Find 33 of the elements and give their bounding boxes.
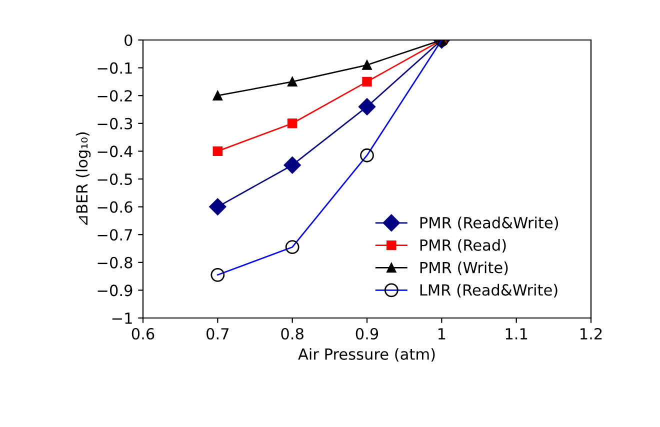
y-tick-label: −1 (112, 312, 132, 324)
legend-label: PMR (Read) (420, 239, 506, 253)
x-tick-label: 0.6 (132, 328, 154, 340)
y-tick-label: −0.4 (98, 146, 132, 158)
y-tick-label: −0.5 (98, 173, 132, 186)
x-tick-label: 1.2 (580, 328, 602, 340)
y-tick-label: −0.8 (98, 256, 132, 268)
point (287, 118, 298, 128)
y-tick-label: −0.7 (98, 229, 132, 241)
point (212, 90, 223, 100)
x-tick-label: 1.1 (506, 328, 528, 340)
legend-label: PMR (Read&Write) (420, 216, 558, 230)
x-axis-title: Air Pressure (atm) (298, 348, 435, 362)
y-tick-label: −0.6 (98, 201, 132, 213)
y-tick-label: −0.3 (98, 118, 132, 130)
point (212, 146, 223, 156)
x-tick-label: 1 (438, 328, 446, 340)
point (284, 156, 301, 174)
point (362, 76, 372, 87)
y-axis-title: ⊿BER (log₁₀) (76, 132, 91, 225)
point (362, 60, 372, 70)
x-tick-label: 0.8 (281, 328, 304, 340)
point (358, 98, 376, 116)
y-tick-label: −0.9 (98, 284, 132, 296)
legend-label: LMR (Read&Write) (420, 284, 558, 298)
x-tick-label: 0.7 (206, 328, 229, 340)
y-tick-label: −0.1 (98, 62, 132, 74)
point (209, 198, 226, 216)
point (287, 76, 298, 87)
y-tick-label: 0 (124, 34, 132, 46)
x-tick-label: 0.9 (356, 328, 378, 340)
y-tick-label: −0.2 (98, 90, 132, 102)
legend-label: PMR (Write) (420, 261, 508, 276)
